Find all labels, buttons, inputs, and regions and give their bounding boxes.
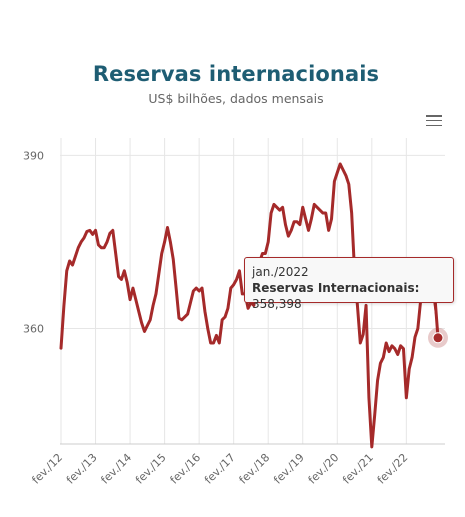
tooltip-pointer xyxy=(433,302,439,332)
y-tick-label: 390 xyxy=(23,149,44,162)
chart-subtitle: US$ bilhões, dados mensais xyxy=(148,91,324,106)
tooltip-value: 358,398 xyxy=(252,297,302,311)
tooltip-series-label: Reservas Internacionais xyxy=(252,281,415,295)
x-tick-label: fev./15 xyxy=(133,451,169,487)
x-axis-tick-labels: fev./12fev./13fev./14fev./15fev./16fev./… xyxy=(29,451,410,487)
tooltip: jan./2022 Reservas Internacionais: 358,3… xyxy=(244,257,454,311)
tooltip-value-row: Reservas Internacionais: 358,398 xyxy=(252,280,446,312)
x-tick-label: fev./13 xyxy=(64,451,100,487)
x-tick-label: fev./22 xyxy=(375,451,411,487)
y-axis-tick-labels: 360 390 xyxy=(23,149,44,335)
x-tick-label: fev./17 xyxy=(202,451,238,487)
chart-title: Reservas internacionais xyxy=(92,62,380,86)
y-tick-label: 360 xyxy=(23,323,44,336)
x-tick-label: fev./14 xyxy=(98,451,134,487)
tooltip-date: jan./2022 xyxy=(252,265,309,279)
hamburger-menu-icon[interactable] xyxy=(426,115,442,129)
hover-marker[interactable] xyxy=(432,332,444,344)
tooltip-colon: : xyxy=(414,281,420,295)
x-tick-label: fev./18 xyxy=(237,451,273,487)
x-tick-label: fev./12 xyxy=(29,451,65,487)
x-tick-label: fev./21 xyxy=(340,451,376,487)
x-tick-label: fev./20 xyxy=(306,451,342,487)
series-line-reservas xyxy=(59,162,440,449)
x-tick-label: fev./19 xyxy=(271,451,307,487)
x-tick-label: fev./16 xyxy=(168,451,204,487)
